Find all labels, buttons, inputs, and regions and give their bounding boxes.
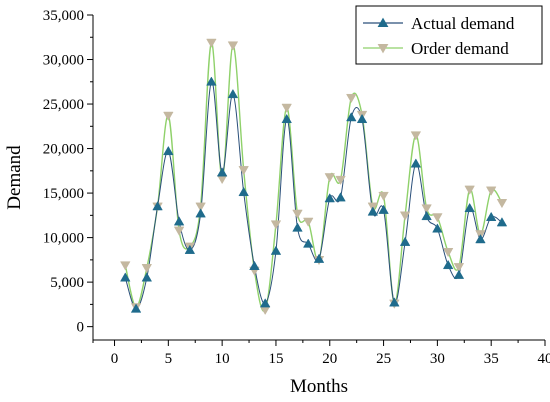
order-demand-point — [281, 103, 292, 113]
order-demand-point — [141, 264, 153, 274]
order-demand-point — [464, 185, 475, 195]
series-layer — [120, 38, 508, 316]
order-demand-point — [227, 41, 239, 51]
order-demand-point — [378, 191, 389, 202]
y-tick-label: 5,000 — [50, 275, 84, 291]
x-tick-label: 30 — [430, 351, 445, 367]
x-tick-label: 25 — [376, 351, 391, 367]
order-demand-point — [206, 38, 217, 48]
legend-box — [355, 5, 543, 65]
order-demand-point — [195, 202, 206, 212]
actual-demand-point — [238, 186, 249, 197]
actual-demand-point — [184, 244, 196, 254]
x-tick-label: 35 — [484, 351, 499, 367]
actual-demand-point — [152, 201, 163, 211]
x-tick-label: 20 — [322, 351, 337, 367]
legend-label-actual-demand: Actual demand — [411, 14, 515, 33]
actual-demand-point — [292, 222, 303, 232]
actual-demand-point — [195, 208, 206, 218]
y-tick-label: 20,000 — [43, 142, 84, 158]
actual-demand-point — [389, 297, 400, 307]
x-tick-label: 5 — [165, 351, 173, 367]
order-demand-point — [496, 199, 508, 209]
y-tick-label: 30,000 — [43, 53, 84, 69]
order-demand-point — [173, 226, 185, 236]
y-axis-title: Demand — [4, 145, 25, 210]
order-demand-point — [163, 111, 174, 121]
actual-demand-point — [442, 259, 454, 270]
order-demand-point — [292, 209, 303, 219]
actual-demand-point — [206, 76, 217, 86]
order-demand-point — [442, 247, 454, 258]
y-tick-label: 10,000 — [43, 231, 84, 247]
actual-demand-point — [453, 269, 465, 279]
actual-demand-point — [432, 223, 443, 233]
order-demand-point — [399, 211, 411, 221]
order-demand-point — [410, 131, 422, 141]
order-demand-point — [421, 204, 432, 214]
legend-marker-actual-demand — [377, 17, 389, 28]
actual-demand-point — [324, 193, 335, 203]
order-demand-point — [485, 186, 497, 196]
actual-demand-point — [356, 113, 368, 124]
y-tick-label: 0 — [77, 320, 85, 336]
order-demand-point — [303, 217, 314, 227]
order-demand-point — [216, 174, 228, 185]
actual-demand-point — [259, 298, 271, 308]
actual-demand-point — [421, 210, 432, 221]
order-demand-point — [346, 93, 357, 104]
actual-demand-point — [249, 260, 260, 270]
order-demand-point — [120, 261, 131, 271]
actual-demand-point — [496, 217, 508, 227]
actual-demand-point — [120, 272, 131, 282]
y-tick-label: 25,000 — [43, 97, 84, 113]
order-demand-point — [335, 175, 346, 186]
legend: Actual demand Order demand — [355, 5, 543, 65]
x-tick-label: 40 — [538, 351, 550, 367]
axes: 0 5 10 15 20 25 30 35 40 0 5,000 10,000 15,000 20,000… — [4, 8, 550, 397]
actual-demand-point — [216, 167, 228, 177]
actual-demand-point — [410, 158, 422, 168]
actual-demand-point — [270, 245, 282, 255]
actual-demand-point — [378, 204, 389, 214]
actual-demand-point — [227, 88, 239, 99]
order-demand-point — [324, 173, 335, 183]
actual-demand-point — [281, 113, 292, 124]
actual-demand-point — [399, 236, 411, 246]
x-tick-label: 10 — [215, 351, 230, 367]
actual-demand-point — [141, 272, 153, 282]
actual-demand-point — [130, 303, 142, 313]
actual-demand-point — [346, 112, 357, 122]
series-line-order-demand — [124, 41, 503, 312]
legend-label-order-demand: Order demand — [411, 39, 509, 58]
order-demand-point — [432, 213, 443, 223]
y-tick-label: 15,000 — [43, 186, 84, 202]
order-demand-point — [453, 263, 465, 273]
order-demand-point — [270, 220, 282, 230]
order-demand-point — [238, 166, 249, 176]
actual-demand-point — [313, 253, 325, 263]
actual-demand-point — [335, 192, 346, 202]
actual-demand-point — [475, 234, 486, 244]
x-tick-label: 0 — [111, 351, 119, 367]
series-line-actual-demand — [124, 81, 503, 310]
actual-demand-point — [173, 216, 185, 226]
x-tick-label: 15 — [268, 351, 283, 367]
actual-demand-point — [303, 238, 314, 248]
y-tick-label: 35,000 — [43, 8, 84, 24]
actual-demand-point — [163, 145, 174, 156]
actual-demand-point — [485, 211, 497, 221]
actual-demand-point — [367, 206, 379, 216]
legend-marker-order-demand — [377, 43, 389, 54]
actual-demand-point — [464, 202, 475, 213]
x-axis-title: Months — [290, 376, 348, 397]
